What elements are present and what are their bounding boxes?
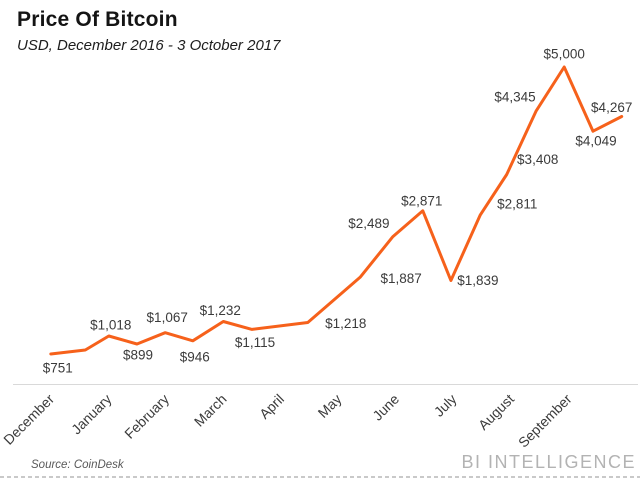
data-point-label: $1,839	[457, 273, 498, 288]
data-point-label: $1,115	[235, 335, 275, 350]
x-axis-label: January	[68, 391, 115, 438]
price-line	[49, 65, 624, 356]
x-axis-label: March	[191, 391, 230, 430]
data-point-label: $946	[180, 349, 210, 364]
x-axis-label: May	[315, 391, 345, 421]
data-point-label: $2,489	[348, 216, 389, 231]
data-point-label: $3,408	[517, 152, 558, 167]
brand-logo: BI INTELLIGENCE	[461, 452, 636, 472]
x-axis-label: June	[369, 391, 402, 424]
data-point-label: $1,018	[90, 318, 131, 333]
source-label: Source: CoinDesk	[31, 459, 124, 471]
data-point-label: $2,811	[497, 196, 537, 211]
data-point-label: $1,887	[380, 271, 421, 286]
x-axis-label: August	[475, 391, 517, 433]
data-point-label: $1,067	[147, 310, 188, 325]
data-point-label: $5,000	[544, 47, 585, 62]
bottom-divider	[0, 476, 640, 478]
data-point-label: $4,267	[591, 100, 632, 115]
data-point-label: $1,218	[325, 316, 366, 331]
data-point-label: $2,871	[401, 193, 442, 208]
data-point-label: $1,232	[200, 303, 241, 318]
x-axis-label: September	[515, 391, 575, 451]
data-point-label: $751	[43, 361, 73, 376]
data-point-label: $899	[123, 348, 153, 363]
chart-subtitle: USD, December 2016 - 3 October 2017	[17, 37, 281, 54]
x-axis-label: December	[0, 391, 57, 448]
x-axis-label: July	[431, 391, 460, 420]
chart-title: Price Of Bitcoin	[17, 8, 178, 31]
x-axis-label: April	[256, 391, 287, 422]
data-point-label: $4,345	[494, 90, 535, 105]
data-point-label: $4,049	[575, 134, 616, 149]
x-axis-label: February	[121, 391, 172, 442]
